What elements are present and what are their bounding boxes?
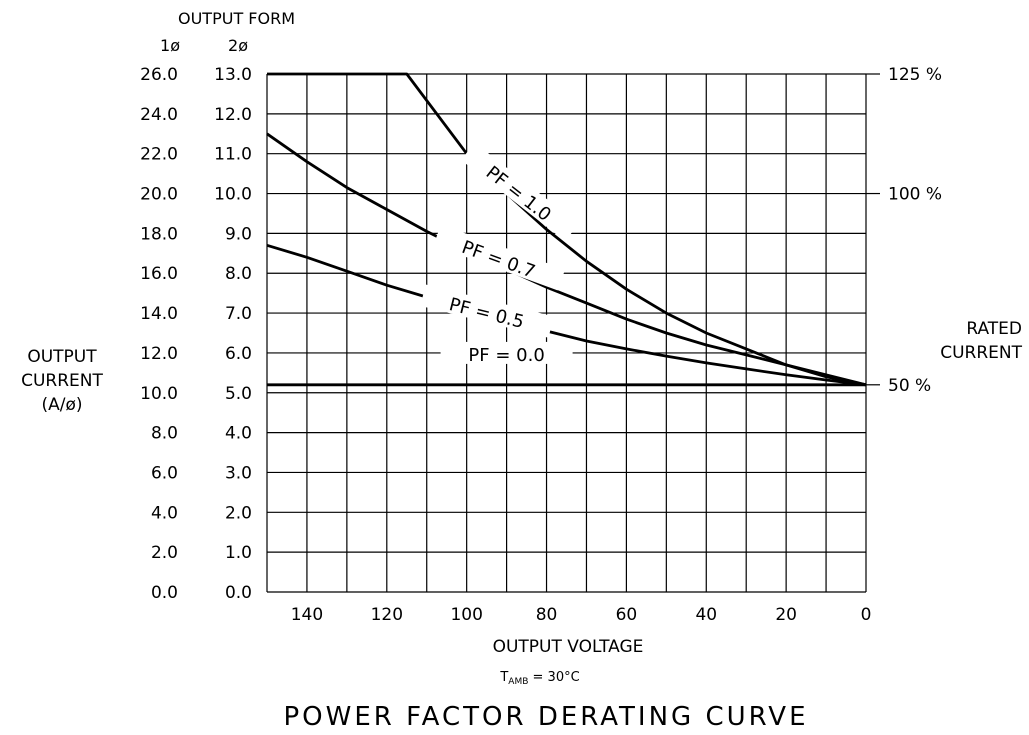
- series-label-group: PF = 1.0: [461, 142, 579, 242]
- x-tick-label: 140: [291, 605, 323, 625]
- y-tick-label-1phase: 2.0: [151, 543, 178, 563]
- y-tick-label-1phase: 20.0: [140, 185, 178, 205]
- y-tick-label-2phase: 11.0: [214, 145, 252, 165]
- right-percent-label: 50 %: [888, 376, 931, 396]
- col-1phase-label: 1ø: [160, 36, 180, 55]
- y-tick-label-1phase: 16.0: [140, 264, 178, 284]
- ylabel-line-3: (A/ø): [41, 395, 82, 415]
- series-label: PF = 0.0: [468, 345, 544, 366]
- y-tick-label-1phase: 12.0: [140, 344, 178, 364]
- x-tick-label: 120: [371, 605, 403, 625]
- series-line: [266, 132, 867, 387]
- series-label-bg: [440, 341, 573, 364]
- y-tick-label-2phase: 8.0: [225, 264, 252, 284]
- y-tick-label-1phase: 18.0: [140, 224, 178, 244]
- y-tick-label-2phase: 3.0: [225, 463, 252, 483]
- x-tick-label: 40: [695, 605, 717, 625]
- x-tick-label: 100: [450, 605, 482, 625]
- x-tick-label: 60: [616, 605, 638, 625]
- series-curves: PF = 1.0PF = 0.7PF = 0.5 PF = 0.0: [266, 72, 867, 387]
- y-tick-label-2phase: 12.0: [214, 105, 252, 125]
- tick-labels: 140 120 100 80 60 40 20 0 0.0 2.0 4.0 6.0 8.0 10.0 12.…: [140, 65, 942, 625]
- col-2phase-label: 2ø: [228, 36, 248, 55]
- y-tick-label-2phase: 4.0: [225, 424, 252, 444]
- y-tick-label-1phase: 0.0: [151, 583, 178, 603]
- y-tick-label-2phase: 0.0: [225, 583, 252, 603]
- y-tick-label-2phase: 1.0: [225, 543, 252, 563]
- grid: [266, 73, 880, 593]
- y-tick-label-1phase: 4.0: [151, 503, 178, 523]
- x-tick-label: 0: [861, 605, 872, 625]
- series-label-group: PF = 0.0: [440, 341, 573, 366]
- series-label-bg: [461, 142, 579, 242]
- y-tick-label-2phase: 7.0: [225, 304, 252, 324]
- x-axis-label: OUTPUT VOLTAGE: [493, 637, 644, 657]
- y-tick-label-2phase: 10.0: [214, 185, 252, 205]
- series-label-bg: [420, 284, 554, 338]
- y-tick-label-1phase: 26.0: [140, 65, 178, 85]
- ylabel-line-2: CURRENT: [21, 371, 103, 391]
- right-label-line-1: RATED: [966, 319, 1022, 339]
- series-label-group: PF = 0.7: [433, 224, 566, 291]
- y-tick-label-1phase: 10.0: [140, 384, 178, 404]
- ylabel-line-1: OUTPUT: [27, 347, 97, 367]
- series-label: PF = 0.7: [459, 237, 538, 283]
- series-line: [266, 243, 867, 387]
- y-tick-label-2phase: 6.0: [225, 344, 252, 364]
- y-tick-label-2phase: 5.0: [225, 384, 252, 404]
- right-label-line-2: CURRENT: [940, 343, 1022, 363]
- y-tick-label-2phase: 13.0: [214, 65, 252, 85]
- x-tick-label: 20: [775, 605, 797, 625]
- ambient-temp-note: TAMB = 30°C: [499, 670, 579, 687]
- y-tick-label-2phase: 9.0: [225, 224, 252, 244]
- chart-title: POWER FACTOR DERATING CURVE: [283, 702, 808, 732]
- series-label-bg: [433, 224, 566, 291]
- y-tick-label-2phase: 2.0: [225, 503, 252, 523]
- x-tick-label: 80: [536, 605, 558, 625]
- output-form-label: OUTPUT FORM: [178, 9, 295, 28]
- series-label-group: PF = 0.5: [420, 284, 554, 338]
- right-percent-label: 125 %: [888, 65, 942, 85]
- y-tick-label-1phase: 24.0: [140, 105, 178, 125]
- y-tick-label-1phase: 6.0: [151, 463, 178, 483]
- y-tick-label-1phase: 14.0: [140, 304, 178, 324]
- y-tick-label-1phase: 22.0: [140, 145, 178, 165]
- y-tick-label-1phase: 8.0: [151, 424, 178, 444]
- right-percent-label: 100 %: [888, 185, 942, 205]
